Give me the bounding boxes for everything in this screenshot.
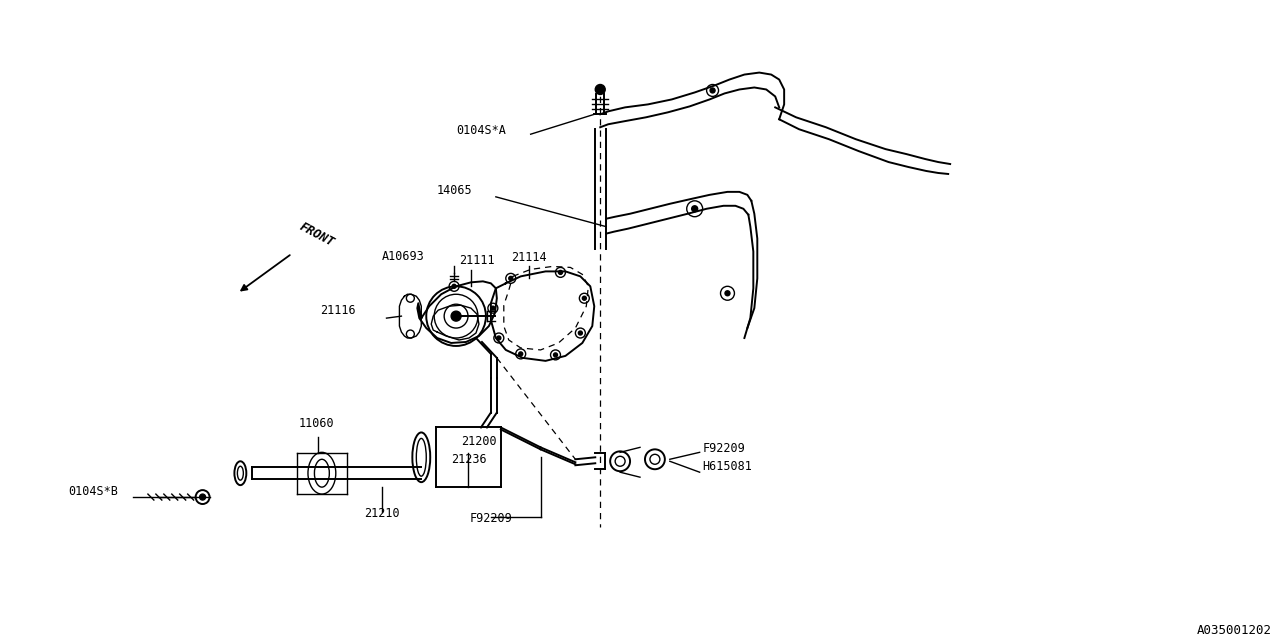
Text: 11060: 11060 (300, 417, 334, 431)
Circle shape (724, 291, 730, 296)
Text: 21111: 21111 (460, 255, 494, 268)
Text: 0104S*B: 0104S*B (68, 485, 118, 498)
Text: A10693: A10693 (381, 250, 424, 264)
Circle shape (558, 271, 562, 275)
Circle shape (710, 88, 716, 93)
Circle shape (579, 331, 582, 335)
Circle shape (497, 336, 500, 340)
Circle shape (595, 84, 605, 95)
Text: 21210: 21210 (364, 507, 399, 520)
Text: 0104S*A: 0104S*A (456, 124, 506, 137)
Text: 21114: 21114 (511, 252, 547, 264)
Circle shape (518, 352, 522, 356)
Text: 14065: 14065 (436, 184, 472, 197)
Circle shape (200, 494, 206, 500)
Text: FRONT: FRONT (297, 220, 337, 250)
Text: A035001202: A035001202 (1197, 624, 1271, 637)
Text: 21236: 21236 (451, 453, 486, 467)
Circle shape (492, 306, 495, 310)
Text: 21200: 21200 (461, 435, 497, 449)
Text: F92209: F92209 (703, 442, 745, 455)
Circle shape (553, 353, 558, 357)
Circle shape (452, 284, 456, 288)
Text: H615081: H615081 (703, 460, 753, 473)
Circle shape (508, 276, 513, 280)
Text: F92209: F92209 (470, 512, 512, 525)
Circle shape (451, 311, 461, 321)
Circle shape (582, 296, 586, 300)
Circle shape (691, 206, 698, 212)
Text: 21116: 21116 (320, 304, 356, 317)
